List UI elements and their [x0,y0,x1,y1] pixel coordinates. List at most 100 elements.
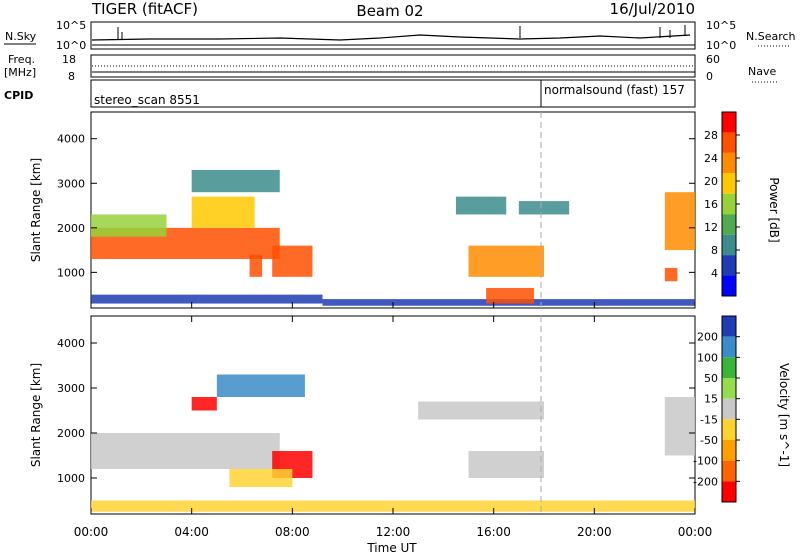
colorbar-tick-label: 8 [711,244,718,257]
x-tick-label: 16:00 [476,525,511,539]
scatter-region [468,245,544,277]
cpid-panel [90,79,696,108]
scatter-region [518,201,570,215]
x-tick-label: 00:00 [678,525,713,539]
scatter-region [91,294,323,304]
colorbar-swatch [722,173,736,194]
velocity-colorbar: 200 100 50 15 -15 -50 -100 -200 [693,315,740,503]
scatter-region [191,169,280,193]
colorbar-tick-label: 50 [704,372,718,385]
scatter-region [91,433,280,469]
y-tick-label: 1000 [57,266,85,279]
freq-label: Freq. [8,53,35,66]
scatter-region [455,196,507,215]
scatter-region [664,267,678,282]
colorbar-tick-label: 15 [704,393,718,406]
colorbar-swatch [722,336,736,358]
velocity-colorbar-label: Velocity [m s^-1] [777,363,791,467]
power-colorbar: 4 8 12 16 20 24 28 [704,111,740,297]
nsky-spikes [117,25,686,40]
y-tick-label: 3000 [57,382,85,395]
colorbar-swatch [722,440,736,461]
colorbar-swatch [722,193,736,215]
scatter-region [229,469,293,487]
colorbar-tick-label: 4 [711,267,718,280]
velocity-y-axis: 1000 2000 3000 4000 [57,337,695,485]
y-tick-label: 1000 [57,472,85,485]
colorbar-swatch [722,419,736,440]
power-data [91,169,695,306]
velocity-data [91,374,695,512]
colorbar-swatch [722,112,736,133]
nave-tick-bottom: 0 [706,70,713,83]
colorbar-swatch [722,234,736,256]
colorbar-swatch [722,481,736,502]
scatter-region [216,374,305,397]
cpid-stereo: stereo_scan 8551 [94,93,200,107]
freq-tick-top: 18 [62,53,76,66]
scatter-region [418,401,544,420]
colorbar-tick-label: -50 [700,434,718,447]
nsky-panel [90,21,696,50]
y-tick-label: 2000 [57,427,85,440]
nsky-right-tick-top: 10^5 [706,19,736,32]
scatter-region [249,254,263,277]
colorbar-tick-label: 200 [697,331,718,344]
nsky-right-tick-bottom: 10^0 [706,39,736,52]
colorbar-frame [721,315,737,503]
power-plot-frame [90,111,696,309]
x-tick-label: 12:00 [376,525,411,539]
colorbar-tick-label: 28 [704,129,718,142]
nsearch-label: N.Search [746,30,796,43]
x-tick-label: 08:00 [275,525,310,539]
power-panel: 1000 2000 3000 4000 Slant Range [km] 4 8 12 16… [29,111,781,309]
power-colorbar-label: Power [dB] [767,177,781,242]
nave-tick-top: 60 [706,53,720,66]
power-y-axis: 1000 2000 3000 4000 [57,133,695,279]
velocity-plot-frame [90,315,696,515]
time-axis: 00:00 04:00 08:00 12:00 16:00 20:00 00:00 [74,302,713,539]
scatter-region [664,192,695,251]
scatter-region [468,451,544,478]
colorbar-swatch [722,275,736,296]
nsky-tick-bottom: 10^0 [56,39,86,52]
freq-panel [90,54,696,78]
scatter-region [91,214,167,237]
cpid-normalsound: normalsound (fast) 157 [544,83,685,97]
velocity-ylabel: Slant Range [km] [29,363,43,467]
colorbar-tick-label: 20 [704,175,718,188]
freq-tick-bottom: 8 [68,70,75,83]
y-tick-label: 4000 [57,133,85,146]
x-tick-label: 00:00 [74,525,109,539]
nave-label: Nave [748,65,776,78]
freq-unit-label: [MHz] [4,66,36,79]
colorbar-tick-label: -200 [693,475,718,488]
beam-label: Beam 02 [356,2,423,20]
y-tick-label: 3000 [57,177,85,190]
nsky-trace [91,34,691,41]
y-tick-label: 4000 [57,337,85,350]
y-tick-label: 2000 [57,222,85,235]
colorbar-tick-label: 100 [697,351,718,364]
colorbar-swatch [722,255,736,276]
scatter-region [486,287,534,304]
scatter-region [191,196,255,228]
radar-title: TIGER (fitACF) [91,0,198,18]
x-axis-label: Time UT [366,541,417,554]
colorbar-swatch [722,214,736,235]
colorbar-tick-label: -15 [700,413,718,426]
x-tick-label: 04:00 [174,525,209,539]
colorbar-swatch [722,316,736,337]
scatter-region [272,245,313,277]
x-tick-label: 20:00 [577,525,612,539]
date-label: 16/Jul/2010 [610,0,695,18]
scatter-region [91,500,695,512]
colorbar-tick-label: 24 [704,152,718,165]
colorbar-swatch [722,460,736,482]
power-ylabel: Slant Range [km] [29,158,43,262]
colorbar-swatch [722,152,736,174]
nsky-label: N.Sky [5,30,37,43]
colorbar-swatch [722,378,736,399]
